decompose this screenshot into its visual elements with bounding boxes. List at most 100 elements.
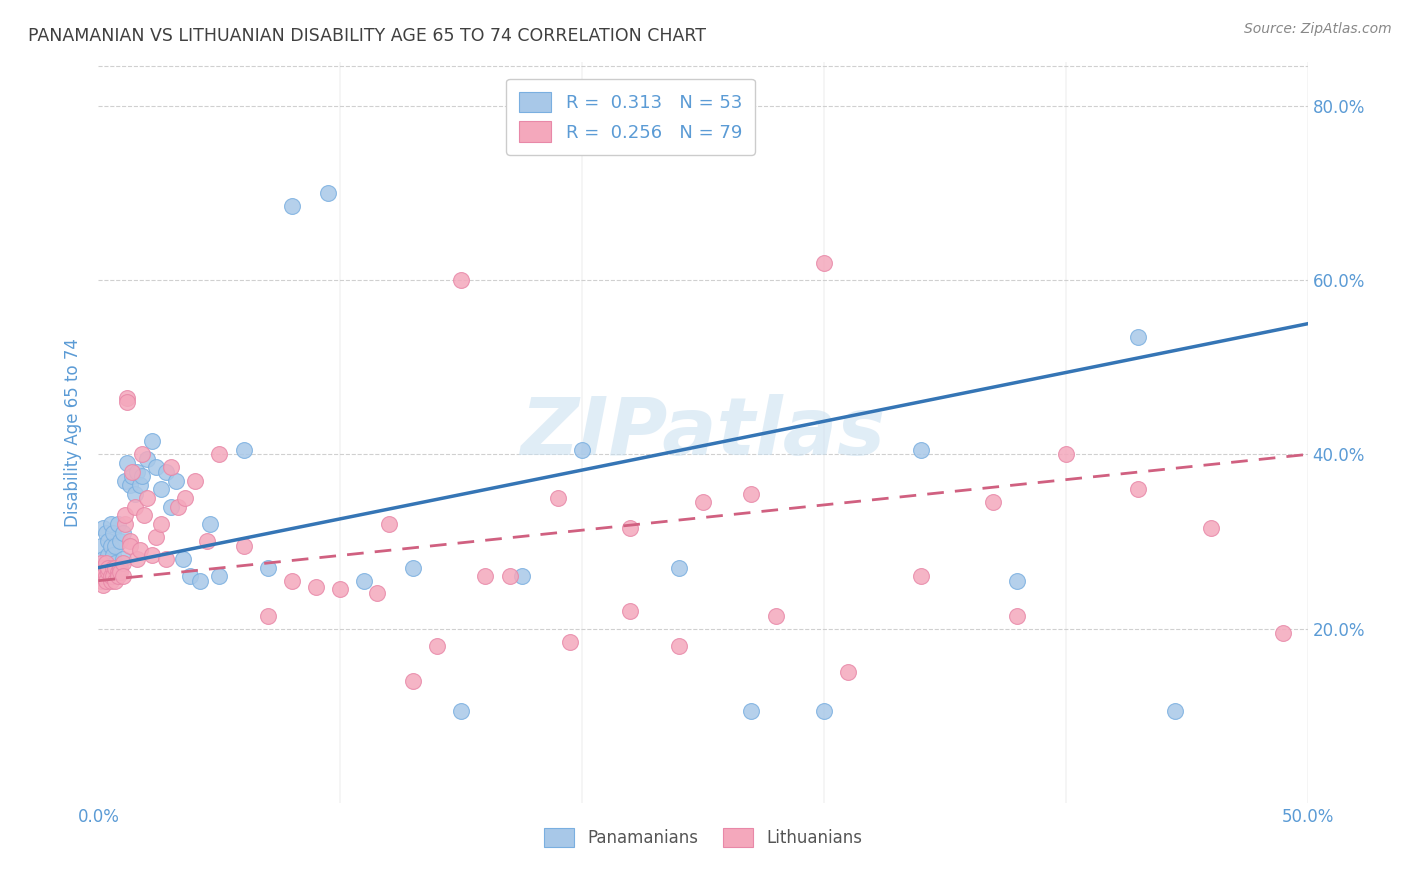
Point [145, 530, 167, 544]
Point [692, 495, 714, 509]
Text: PANAMANIAN VS LITHUANIAN DISABILITY AGE 65 TO 74 CORRELATION CHART: PANAMANIAN VS LITHUANIAN DISABILITY AGE … [28, 27, 706, 45]
Point [124, 500, 146, 514]
Point [118, 478, 141, 492]
Point [256, 560, 278, 574]
Point [160, 500, 183, 514]
Point [1128, 330, 1150, 344]
Point [91, 578, 114, 592]
Point [155, 552, 177, 566]
Point [188, 574, 211, 588]
Point [90, 539, 112, 553]
Point [121, 465, 143, 479]
Point [131, 469, 153, 483]
Point [740, 704, 762, 718]
Point [118, 534, 141, 549]
Point [450, 704, 472, 718]
Point [97, 534, 120, 549]
Point [108, 560, 131, 574]
Point [107, 565, 129, 579]
Point [101, 525, 124, 540]
Point [101, 548, 124, 562]
Point [111, 525, 134, 540]
Point [167, 500, 190, 514]
Point [1369, 552, 1392, 566]
Point [101, 569, 124, 583]
Point [104, 556, 127, 570]
Point [837, 665, 859, 680]
Point [668, 639, 690, 653]
Point [256, 608, 278, 623]
Legend: Panamanians, Lithuanians: Panamanians, Lithuanians [537, 822, 869, 854]
Point [114, 508, 136, 523]
Point [94, 574, 117, 588]
Point [90, 556, 112, 570]
Point [101, 560, 124, 574]
Point [498, 569, 520, 583]
Point [114, 517, 136, 532]
Point [97, 565, 120, 579]
Point [91, 569, 114, 583]
Point [1320, 569, 1343, 583]
Point [353, 574, 375, 588]
Point [91, 560, 114, 574]
Point [232, 443, 254, 458]
Point [474, 569, 496, 583]
Point [668, 560, 690, 574]
Point [100, 517, 122, 532]
Point [547, 491, 569, 505]
Point [172, 552, 194, 566]
Point [1199, 521, 1222, 535]
Text: ZIPatlas: ZIPatlas [520, 393, 886, 472]
Point [121, 469, 143, 483]
Point [426, 639, 449, 653]
Point [108, 565, 131, 579]
Point [91, 552, 114, 566]
Point [165, 474, 187, 488]
Point [402, 560, 425, 574]
Point [117, 395, 139, 409]
Point [100, 569, 122, 583]
Point [131, 447, 153, 461]
Point [366, 586, 388, 600]
Point [94, 560, 117, 574]
Point [571, 443, 593, 458]
Point [150, 482, 173, 496]
Point [208, 569, 231, 583]
Point [195, 534, 218, 549]
Point [910, 569, 932, 583]
Point [100, 539, 122, 553]
Point [90, 565, 112, 579]
Point [127, 552, 149, 566]
Point [94, 569, 117, 583]
Point [981, 495, 1004, 509]
Point [1007, 608, 1029, 623]
Point [150, 517, 173, 532]
Point [111, 552, 134, 566]
Point [1054, 447, 1077, 461]
Point [97, 560, 120, 574]
Y-axis label: Disability Age 65 to 74: Disability Age 65 to 74 [65, 338, 83, 527]
Point [232, 539, 254, 553]
Point [813, 256, 835, 270]
Point [160, 460, 183, 475]
Point [174, 491, 197, 505]
Point [558, 634, 581, 648]
Point [510, 569, 533, 583]
Point [198, 517, 221, 532]
Point [305, 580, 328, 594]
Point [135, 491, 157, 505]
Point [117, 456, 139, 470]
Point [111, 569, 134, 583]
Point [118, 539, 141, 553]
Point [90, 574, 112, 588]
Point [111, 556, 134, 570]
Point [104, 574, 127, 588]
Point [104, 560, 127, 574]
Point [619, 521, 641, 535]
Point [184, 474, 207, 488]
Point [281, 574, 304, 588]
Point [94, 525, 117, 540]
Point [619, 604, 641, 618]
Point [107, 517, 129, 532]
Point [141, 548, 163, 562]
